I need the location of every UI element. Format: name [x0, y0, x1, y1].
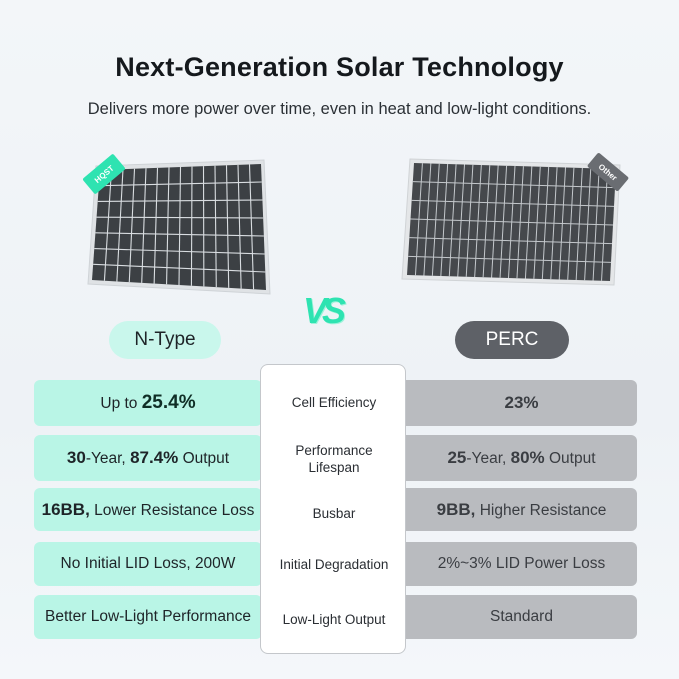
ntype-lifespan-text2: Output	[178, 450, 230, 467]
perc-row-cell-efficiency: 23%	[406, 380, 637, 426]
ntype-lifespan-text1: -Year,	[85, 450, 131, 467]
page-title: Next-Generation Solar Technology	[115, 52, 564, 82]
ntype-busbar-count: 16BB,	[41, 499, 90, 519]
perc-row-lowlight: Standard	[406, 595, 637, 639]
perc-lifespan-years: 25	[447, 448, 467, 467]
feature-column: Cell Efficiency Performance Lifespan Bus…	[260, 364, 406, 654]
ntype-lowlight-value: Better Low-Light Performance	[45, 608, 251, 625]
ntype-label-pill: N-Type	[109, 321, 221, 359]
perc-lifespan-text1: -Year,	[466, 450, 511, 467]
ntype-row-busbar: 16BB, Lower Resistance Loss	[34, 488, 262, 531]
perc-lifespan-text2: Output	[544, 450, 596, 467]
ntype-row-degradation: No Initial LID Loss, 200W	[34, 542, 262, 586]
vs-icon: VS	[303, 290, 346, 331]
feature-busbar: Busbar	[312, 506, 356, 521]
ntype-efficiency-prefix: Up to	[100, 395, 142, 412]
perc-row-busbar: 9BB, Higher Resistance	[406, 488, 637, 531]
ntype-row-lowlight: Better Low-Light Performance	[34, 595, 262, 639]
ntype-lifespan-years: 30	[66, 448, 86, 467]
perc-row-lifespan: 25-Year, 80% Output	[406, 435, 637, 481]
ntype-degradation-value: No Initial LID Loss, 200W	[60, 555, 236, 572]
page-subtitle: Delivers more power over time, even in h…	[87, 100, 592, 118]
perc-degradation-value: 2%~3% LID Power Loss	[437, 555, 606, 572]
perc-efficiency-value: 23%	[504, 393, 539, 412]
ntype-row-cell-efficiency: Up to 25.4%	[34, 380, 262, 426]
perc-lifespan-output: 80%	[510, 448, 545, 467]
perc-busbar-count: 9BB,	[436, 499, 476, 519]
ntype-solar-panel-image: HQST	[78, 150, 278, 300]
feature-performance-lifespan: Performance Lifespan	[261, 442, 407, 476]
ntype-lifespan-output: 87.4%	[130, 448, 179, 467]
ntype-busbar-text: Lower Resistance Loss	[89, 501, 255, 519]
perc-label-pill: PERC	[455, 321, 569, 359]
ntype-label: N-Type	[134, 329, 196, 350]
feature-initial-degradation: Initial Degradation	[279, 557, 389, 572]
feature-performance-line2: Lifespan	[308, 460, 360, 475]
feature-cell-efficiency: Cell Efficiency	[291, 395, 377, 410]
perc-busbar-text: Higher Resistance	[475, 501, 607, 519]
feature-low-light-output: Low-Light Output	[282, 612, 386, 627]
perc-label: PERC	[485, 329, 539, 350]
feature-performance-line1: Performance	[295, 443, 373, 458]
perc-lowlight-value: Standard	[490, 608, 553, 625]
ntype-efficiency-value: 25.4%	[141, 392, 196, 413]
perc-row-degradation: 2%~3% LID Power Loss	[406, 542, 637, 586]
perc-solar-panel-image: Other	[398, 152, 630, 303]
ntype-row-lifespan: 30-Year, 87.4% Output	[34, 435, 262, 481]
